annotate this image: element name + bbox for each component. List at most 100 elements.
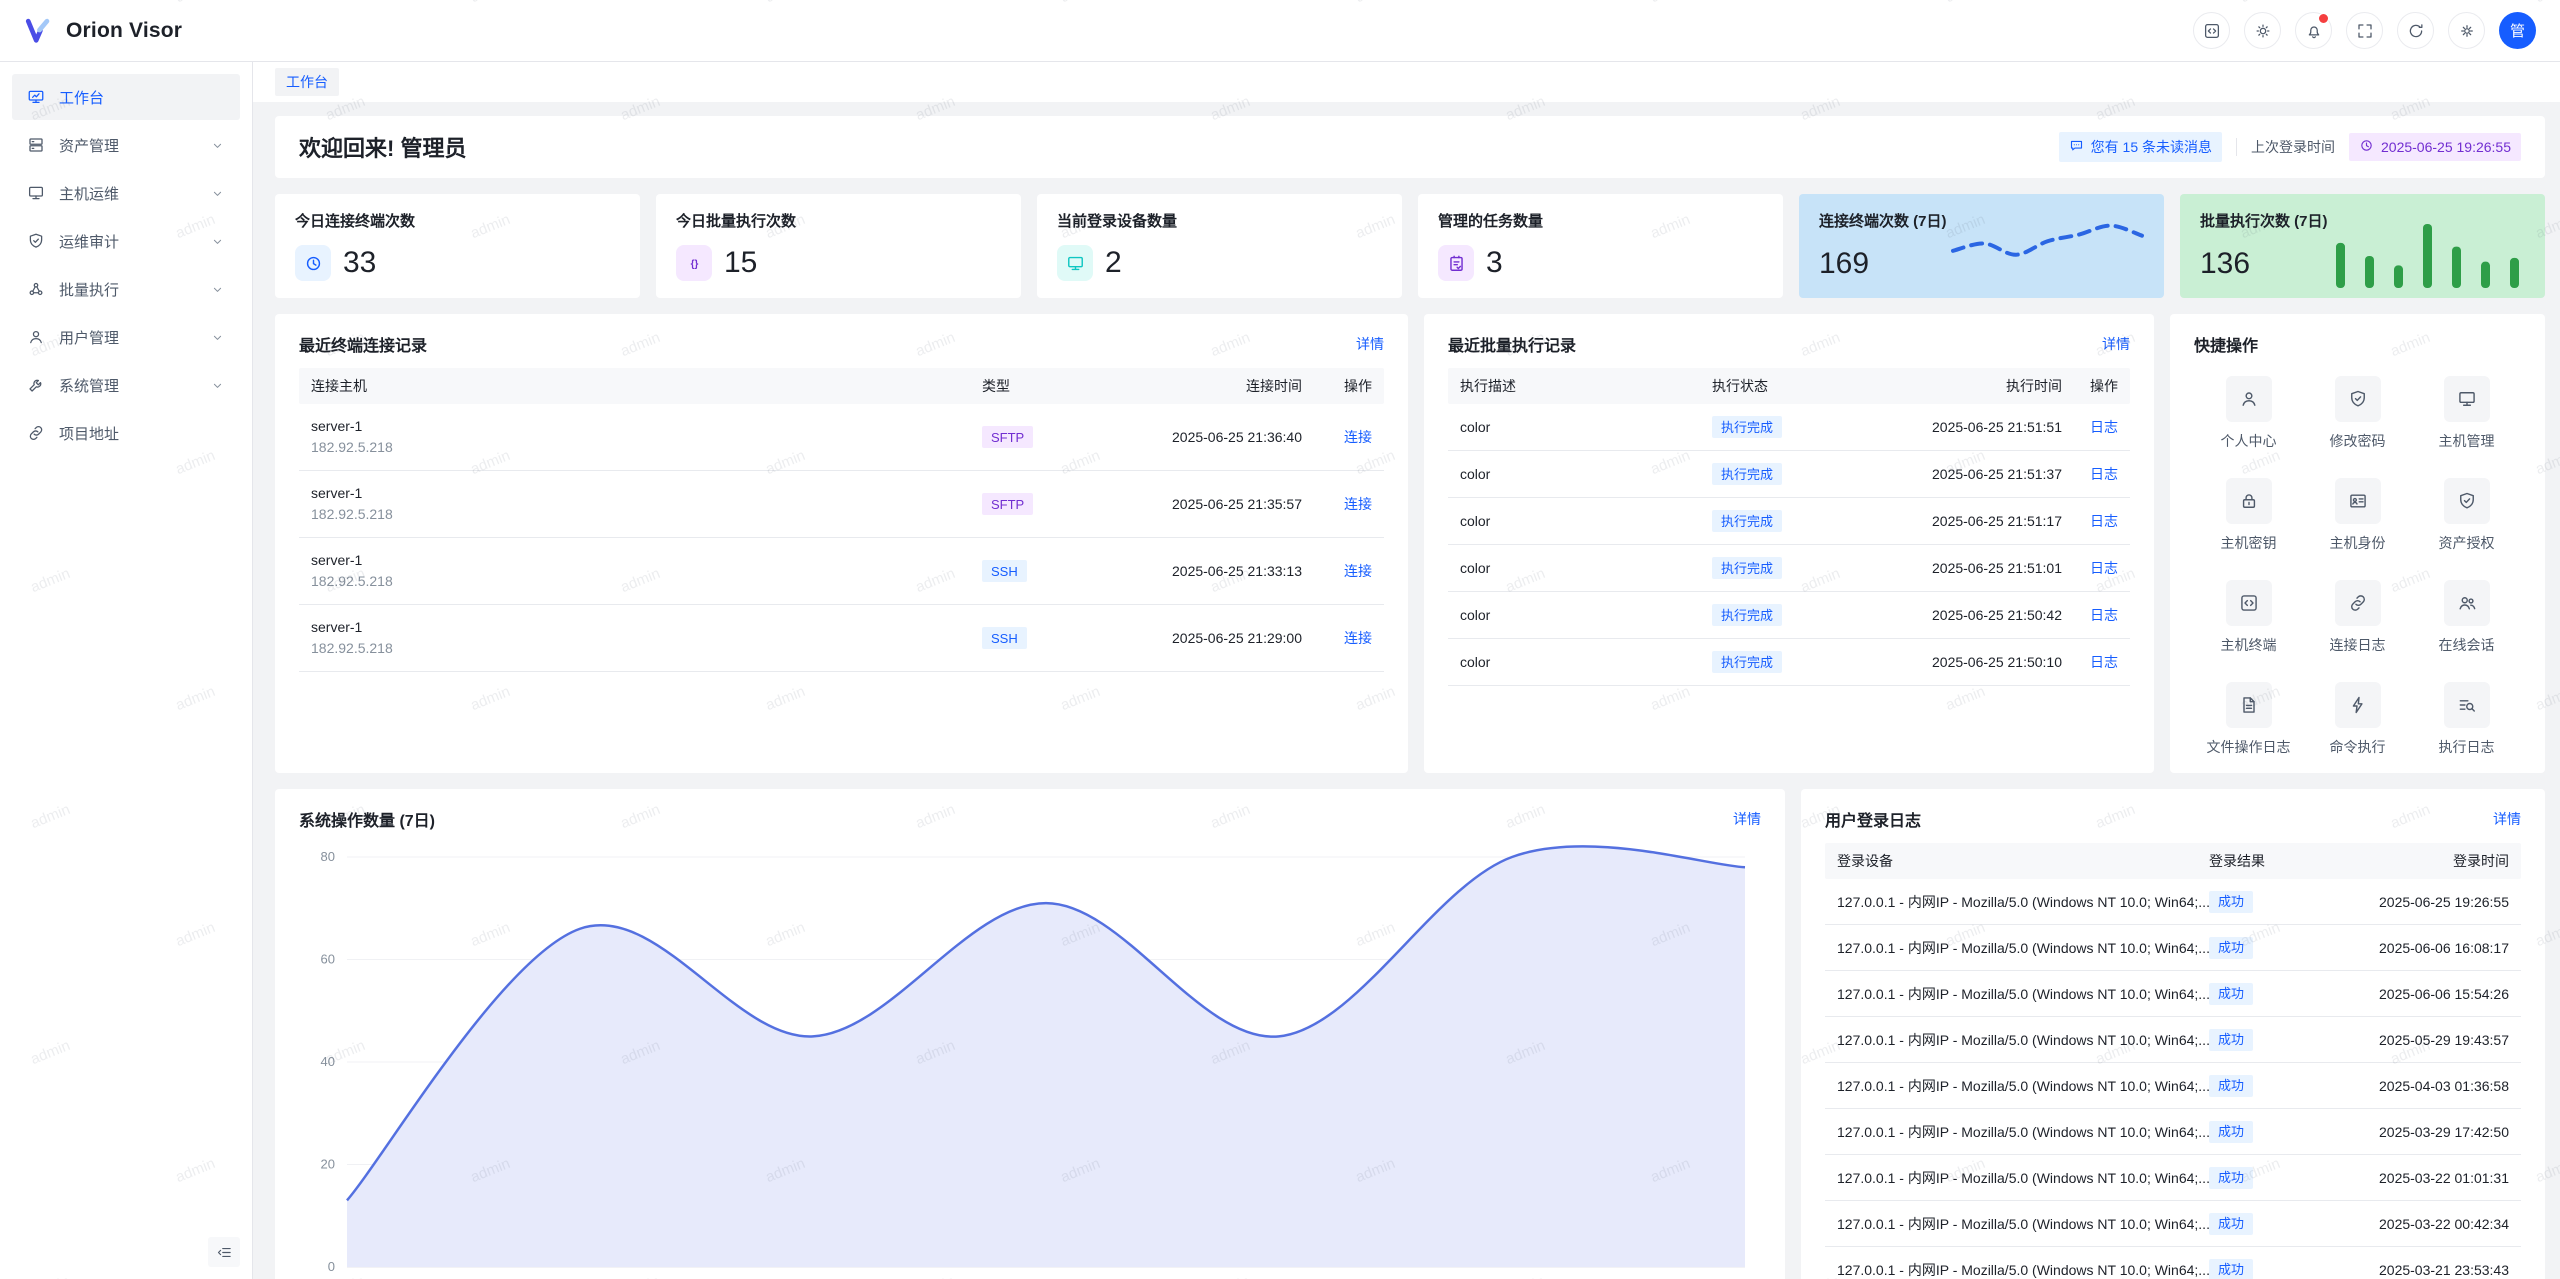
sidebar-item-audit[interactable]: 运维审计 [12, 218, 240, 264]
system-operations-detail-link[interactable]: 详情 [1733, 809, 1761, 829]
quick-action-连接日志[interactable]: 连接日志 [2303, 580, 2412, 655]
sidebar-item-label: 运维审计 [59, 231, 119, 252]
breadcrumb-item-workbench[interactable]: 工作台 [275, 68, 339, 96]
log-link[interactable]: 日志 [2090, 607, 2118, 623]
log-link[interactable]: 日志 [2090, 419, 2118, 435]
svg-text:80: 80 [321, 849, 335, 864]
braces-iconbox: {} [676, 245, 712, 281]
sidebar-item-workbench[interactable]: 工作台 [12, 74, 240, 120]
last-login-time-chip: 2025-06-25 19:26:55 [2349, 133, 2521, 161]
clock-icon [2359, 138, 2374, 153]
quick-action-执行日志[interactable]: 执行日志 [2412, 682, 2521, 757]
quick-action-主机终端[interactable]: 主机终端 [2194, 580, 2303, 655]
result-cell: 成功 [2209, 983, 2319, 1005]
navbar-fullscreen-button[interactable] [2346, 12, 2383, 49]
quick-action-文件操作日志[interactable]: 文件操作日志 [2194, 682, 2303, 757]
type-cell: SFTP [982, 426, 1092, 448]
svg-text:40: 40 [321, 1054, 335, 1069]
assets-icon [27, 136, 45, 154]
quick-action-命令执行[interactable]: 命令执行 [2303, 682, 2412, 757]
divider [2236, 138, 2237, 156]
table-row: server-1182.92.5.218SSH2025-06-25 21:29:… [299, 605, 1384, 672]
collapse-sidebar-button[interactable] [208, 1237, 240, 1267]
success-tag: 成功 [2209, 1213, 2253, 1235]
quick-actions-panel: 快捷操作 个人中心修改密码主机管理主机密钥 主机身份资产授权主机终端连接日志在线会… [2170, 314, 2545, 773]
log-link[interactable]: 日志 [2090, 654, 2118, 670]
column-header: 登录时间 [2319, 851, 2509, 871]
time-cell: 2025-06-25 21:51:51 [1862, 419, 2062, 435]
quick-action-在线会话[interactable]: 在线会话 [2412, 580, 2521, 655]
success-tag: 成功 [2209, 1029, 2253, 1051]
protocol-tag: SSH [982, 627, 1027, 649]
stat-card-5: 批量执行次数 (7日)136 [2180, 194, 2545, 298]
bar-sparkline-wrap [2326, 210, 2531, 299]
column-header: 执行状态 [1712, 376, 1862, 396]
time-cell: 2025-06-25 21:50:10 [1862, 654, 2062, 670]
log-link[interactable]: 日志 [2090, 466, 2118, 482]
quick-action-label: 在线会话 [2439, 635, 2495, 655]
shield-check-icon [2457, 491, 2477, 511]
navbar-settings-gear-button[interactable] [2448, 12, 2485, 49]
sidebar-item-system[interactable]: 系统管理 [12, 362, 240, 408]
execution-description: color [1460, 654, 1712, 670]
column-header: 登录设备 [1837, 851, 2209, 871]
quick-action-主机管理[interactable]: 主机管理 [2412, 376, 2521, 451]
system-operations-title: 系统操作数量 (7日) [299, 807, 435, 831]
column-header: 执行时间 [1862, 376, 2062, 396]
shield-check-iconbox [2335, 376, 2381, 422]
code-icon [2203, 22, 2221, 40]
quick-action-个人中心[interactable]: 个人中心 [2194, 376, 2303, 451]
quick-action-修改密码[interactable]: 修改密码 [2303, 376, 2412, 451]
user-iconbox [2226, 376, 2272, 422]
chevron-down-icon [210, 378, 225, 393]
quick-action-资产授权[interactable]: 资产授权 [2412, 478, 2521, 553]
connections-detail-link[interactable]: 详情 [1356, 334, 1384, 354]
log-link[interactable]: 日志 [2090, 560, 2118, 576]
sidebar-item-project-link[interactable]: 项目地址 [12, 410, 240, 456]
login-device: 127.0.0.1 - 内网IP - Mozilla/5.0 (Windows … [1837, 1122, 2209, 1142]
sidebar-item-host-ops[interactable]: 主机运维 [12, 170, 240, 216]
stat-card-0: 今日连接终端次数33 [275, 194, 640, 298]
connect-link[interactable]: 连接 [1344, 429, 1372, 445]
navbar-notification-bell-button[interactable] [2295, 12, 2332, 49]
logo[interactable]: Orion Visor [24, 16, 182, 46]
login-device: 127.0.0.1 - 内网IP - Mozilla/5.0 (Windows … [1837, 938, 2209, 958]
quick-actions-title: 快捷操作 [2194, 332, 2258, 356]
sidebar-item-batch[interactable]: 批量执行 [12, 266, 240, 312]
log-link[interactable]: 日志 [2090, 513, 2118, 529]
quick-action-主机身份[interactable]: 主机身份 [2303, 478, 2412, 553]
navbar-theme-sun-button[interactable] [2244, 12, 2281, 49]
shield-check-iconbox [2444, 478, 2490, 524]
quick-action-label: 主机密钥 [2221, 533, 2277, 553]
navbar-refresh-button[interactable] [2397, 12, 2434, 49]
login-logs-detail-link[interactable]: 详情 [2493, 809, 2521, 829]
column-header: 连接时间 [1092, 376, 1302, 396]
time-cell: 2025-06-25 21:35:57 [1092, 496, 1302, 512]
recent-executions-title: 最近批量执行记录 [1448, 332, 1576, 356]
connect-link[interactable]: 连接 [1344, 563, 1372, 579]
code-icon [2239, 593, 2259, 613]
main-area: 工作台 欢迎回来! 管理员 您有 15 条未读消息 上次登录时间 2025-06… [253, 62, 2560, 1279]
navbar-code-button[interactable] [2193, 12, 2230, 49]
table-header: 登录设备登录结果登录时间 [1825, 843, 2521, 879]
success-tag: 成功 [2209, 983, 2253, 1005]
user-avatar[interactable]: 管 [2499, 12, 2536, 49]
table-header: 执行描述执行状态执行时间操作 [1448, 368, 2130, 404]
message-icon [2069, 138, 2084, 153]
host-cell: server-1182.92.5.218 [311, 617, 982, 659]
connect-link[interactable]: 连接 [1344, 496, 1372, 512]
connect-link[interactable]: 连接 [1344, 630, 1372, 646]
time-cell: 2025-06-25 21:51:01 [1862, 560, 2062, 576]
stat-card-1: 今日批量执行次数{}15 [656, 194, 1021, 298]
unread-messages-chip[interactable]: 您有 15 条未读消息 [2059, 132, 2222, 162]
svg-text:60: 60 [321, 952, 335, 967]
quick-action-主机密钥[interactable]: 主机密钥 [2194, 478, 2303, 553]
sidebar-item-assets[interactable]: 资产管理 [12, 122, 240, 168]
sidebar-item-users[interactable]: 用户管理 [12, 314, 240, 360]
time-cell: 2025-06-25 21:33:13 [1092, 563, 1302, 579]
executions-detail-link[interactable]: 详情 [2102, 334, 2130, 354]
status-tag: 执行完成 [1712, 651, 1782, 673]
result-cell: 成功 [2209, 1029, 2319, 1051]
sidebar-item-label: 资产管理 [59, 135, 119, 156]
code-iconbox [2226, 580, 2272, 626]
